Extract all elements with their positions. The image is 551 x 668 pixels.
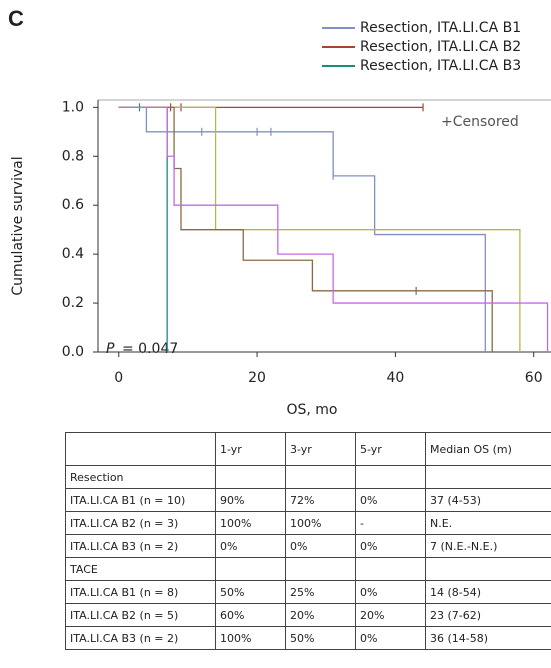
- table-row: Resection: [65, 465, 551, 489]
- table-cell: 100%: [215, 626, 286, 650]
- table-cell: 14 (8-54): [425, 580, 551, 604]
- survival-curve: [118, 106, 521, 352]
- table-cell: 20%: [355, 603, 426, 627]
- table-cell: -: [355, 511, 426, 535]
- table-cell: 0%: [355, 580, 426, 604]
- table-cell: ITA.LI.CA B3 (n = 2): [65, 626, 216, 650]
- table-cell: TACE: [65, 557, 216, 581]
- table-row: ITA.LI.CA B2 (n = 5) 60% 20% 20% 23 (7-62): [65, 603, 551, 627]
- table-cell: [425, 557, 551, 581]
- table-cell: 0%: [355, 534, 426, 558]
- table-cell: 20%: [285, 603, 356, 627]
- table-cell: 37 (4-53): [425, 488, 551, 512]
- table-cell: 100%: [285, 511, 356, 535]
- legend-label: Resection, ITA.LI.CA B2: [360, 39, 521, 55]
- table-cell: 25%: [285, 580, 356, 604]
- table-cell: 0%: [355, 626, 426, 650]
- y-tick-label: 0.8: [62, 148, 84, 164]
- table-cell: 0%: [215, 534, 286, 558]
- table-row: ITA.LI.CA B1 (n = 8) 50% 25% 0% 14 (8-54): [65, 580, 551, 604]
- y-tick-label: 1.0: [62, 99, 84, 115]
- table-cell: ITA.LI.CA B2 (n = 3): [65, 511, 216, 535]
- table-cell: 0%: [355, 488, 426, 512]
- x-axis-label: OS, mo: [286, 402, 337, 418]
- table-row: 1-yr 3-yr 5-yr Median OS (m): [65, 432, 551, 466]
- censored-note: +Censored: [441, 114, 519, 130]
- table-cell: 60%: [215, 603, 286, 627]
- table-cell: 23 (7-62): [425, 603, 551, 627]
- table-row: ITA.LI.CA B3 (n = 2) 100% 50% 0% 36 (14-58): [65, 626, 551, 650]
- table-cell: Resection: [65, 465, 216, 489]
- table-cell: 90%: [215, 488, 286, 512]
- table-cell: 100%: [215, 511, 286, 535]
- survival-curve: [118, 106, 168, 352]
- x-tick-label: 20: [248, 370, 266, 386]
- p-symbol: P: [106, 341, 115, 357]
- table-cell: ITA.LI.CA B1 (n = 10): [65, 488, 216, 512]
- y-axis-label: Cumulative survival: [10, 156, 26, 295]
- table-cell: ITA.LI.CA B3 (n = 2): [65, 534, 216, 558]
- table-cell: [215, 557, 286, 581]
- survival-curve: [118, 106, 493, 352]
- table-cell: 36 (14-58): [425, 626, 551, 650]
- table-cell: [355, 557, 426, 581]
- chart: C Cumulative survival OS, mo +Censored P…: [8, 6, 551, 418]
- y-tick-label: 0.0: [62, 344, 84, 360]
- table-cell: ITA.LI.CA B1 (n = 8): [65, 580, 216, 604]
- summary-table: 1-yr 3-yr 5-yr Median OS (m) Resection ITA.LI…: [65, 432, 551, 650]
- table-row: ITA.LI.CA B2 (n = 3) 100% 100% - N.E.: [65, 511, 551, 535]
- table-cell: 1-yr: [215, 432, 286, 466]
- x-tick-label: 60: [525, 370, 543, 386]
- table-cell: [65, 432, 216, 466]
- x-tick-label: 40: [386, 370, 404, 386]
- table-cell: 5-yr: [355, 432, 426, 466]
- table-cell: [285, 465, 356, 489]
- table-cell: 7 (N.E.-N.E.): [425, 534, 551, 558]
- table-cell: [215, 465, 286, 489]
- x-tick-label: 0: [114, 370, 123, 386]
- table-cell: Median OS (m): [425, 432, 551, 466]
- table-row: ITA.LI.CA B3 (n = 2) 0% 0% 0% 7 (N.E.-N.E.): [65, 534, 551, 558]
- table-cell: [355, 465, 426, 489]
- table-row: TACE: [65, 557, 551, 581]
- y-tick-label: 0.2: [62, 295, 84, 311]
- table-cell: [285, 557, 356, 581]
- legend-label: Resection, ITA.LI.CA B1: [360, 20, 521, 36]
- survival-curve: [118, 106, 549, 352]
- table-cell: 72%: [285, 488, 356, 512]
- p-value: = 0.047: [122, 341, 178, 357]
- table-cell: 50%: [215, 580, 286, 604]
- table-cell: 50%: [285, 626, 356, 650]
- table-cell: 0%: [285, 534, 356, 558]
- table-cell: [425, 465, 551, 489]
- table-cell: N.E.: [425, 511, 551, 535]
- table-cell: 3-yr: [285, 432, 356, 466]
- y-tick-label: 0.6: [62, 197, 84, 213]
- table-row: ITA.LI.CA B1 (n = 10) 90% 72% 0% 37 (4-53): [65, 488, 551, 512]
- legend-label: Resection, ITA.LI.CA B3: [360, 58, 521, 74]
- table-cell: ITA.LI.CA B2 (n = 5): [65, 603, 216, 627]
- panel-label: C: [8, 6, 24, 31]
- y-tick-label: 0.4: [62, 246, 84, 262]
